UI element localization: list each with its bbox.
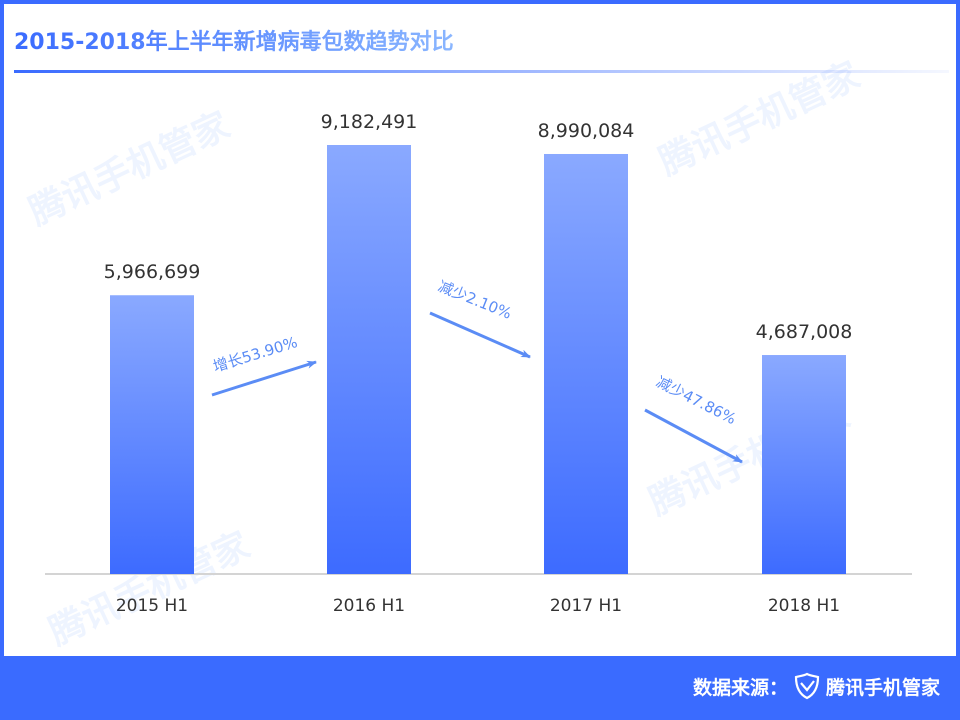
- change-annotation: 增长53.90%: [211, 333, 300, 376]
- x-tick-label: 2016 H1: [333, 596, 405, 616]
- x-tick-label: 2017 H1: [550, 596, 622, 616]
- data-label: 8,990,084: [538, 120, 635, 142]
- bar: [327, 145, 411, 574]
- data-label: 4,687,008: [756, 321, 853, 343]
- x-tick-label: 2018 H1: [768, 596, 840, 616]
- chart-title: 2015-2018年上半年新增病毒包数趋势对比: [14, 24, 454, 56]
- trend-arrow: [211, 360, 317, 397]
- bar: [544, 153, 628, 574]
- bar-chart: 5,966,699 2015 H1 9,182,491 2016 H1 8,990,08…: [45, 111, 912, 616]
- trend-arrow: [429, 311, 531, 359]
- source-label: 数据来源：: [692, 676, 788, 699]
- trend-arrow: [644, 408, 743, 464]
- shield-check-icon: [794, 672, 820, 700]
- x-tick-label: 2015 H1: [116, 596, 188, 616]
- bar: [762, 355, 846, 574]
- brand-name: 腾讯手机管家: [825, 676, 940, 699]
- bar: [110, 295, 194, 574]
- title-underline: [14, 70, 949, 73]
- footer: 数据来源： 腾讯手机管家: [693, 672, 940, 700]
- change-annotation: 减少2.10%: [436, 277, 515, 323]
- data-label: 9,182,491: [321, 111, 418, 133]
- data-label: 5,966,699: [104, 261, 201, 283]
